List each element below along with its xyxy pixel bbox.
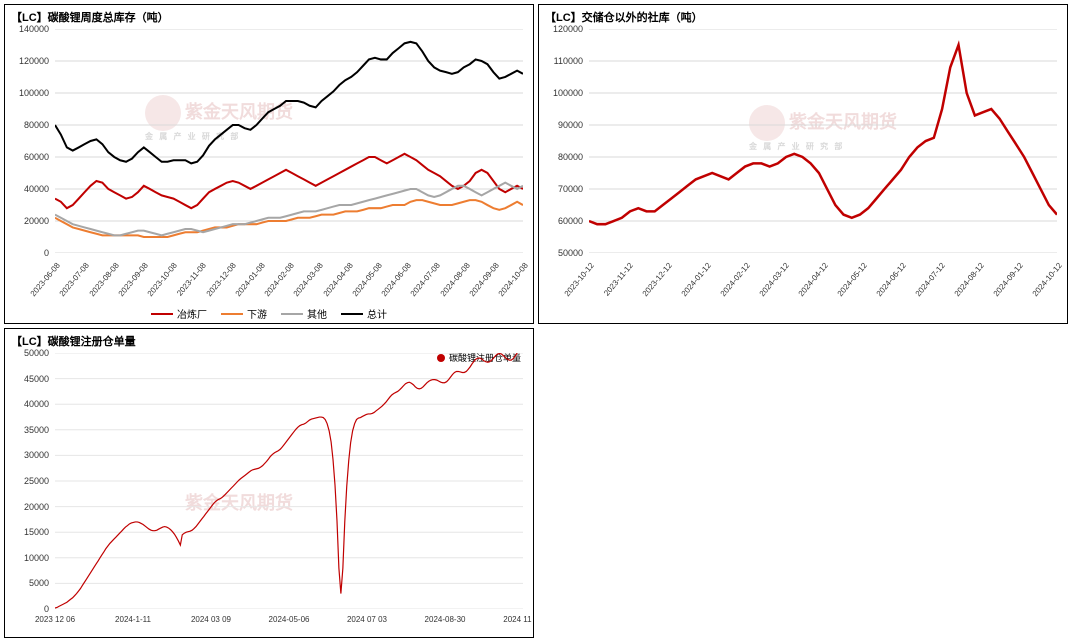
chart1-title: 【LC】碳酸锂周度总库存（吨） <box>5 5 533 29</box>
chart3-title: 【LC】碳酸锂注册仓单量 <box>5 329 533 353</box>
chart1-yaxis: 020000400006000080000100000120000140000 <box>5 29 53 253</box>
chart2-title: 【LC】交储仓以外的社库（吨） <box>539 5 1067 29</box>
chart1-legend: 冶炼厂下游其他总计 <box>5 306 533 321</box>
chart3-yaxis: 0500010000150002000025000300003500040000… <box>5 353 53 609</box>
empty-panel <box>538 328 1068 638</box>
chart-panel-inventory: 【LC】碳酸锂周度总库存（吨） 紫金天风期货 金 属 产 业 研 究 部 020… <box>4 4 534 324</box>
chart2-yaxis: 5000060000700008000090000100000110000120… <box>539 29 587 253</box>
chart3-xaxis: 2023 12 062024-1-112024 03 092024-05-062… <box>55 611 523 637</box>
chart3-plot <box>55 353 523 609</box>
chart2-plot <box>589 29 1057 253</box>
chart-panel-social-inventory: 【LC】交储仓以外的社库（吨） 紫金天风期货 金 属 产 业 研 究 部 500… <box>538 4 1068 324</box>
chart2-xaxis: 2023-10-122023-11-122023-12-122024-01-12… <box>589 255 1057 323</box>
chart1-plot <box>55 29 523 253</box>
chart-panel-warehouse-receipts: 【LC】碳酸锂注册仓单量 碳酸锂注册仓单量 紫金天风期货 05000100001… <box>4 328 534 638</box>
